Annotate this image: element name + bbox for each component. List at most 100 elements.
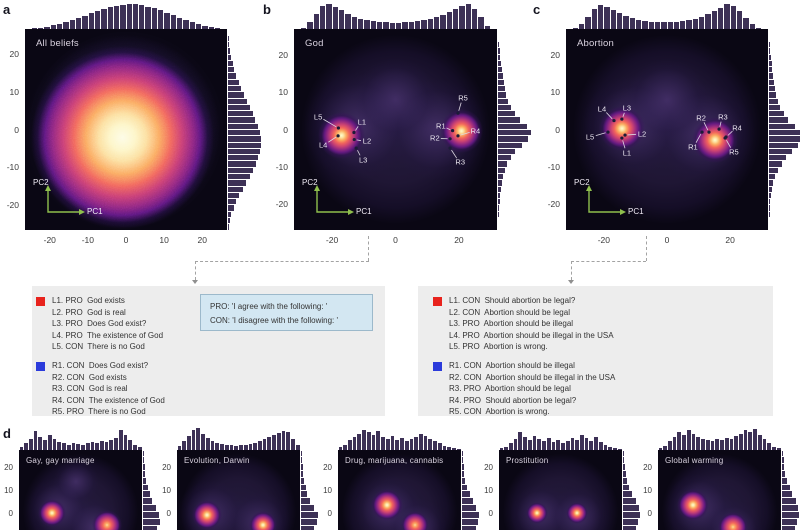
histogram-bar [400, 437, 404, 450]
histogram-bar [570, 437, 575, 450]
right-histogram [143, 450, 160, 530]
y-tick-label: 0 [8, 508, 13, 518]
histogram-bar [648, 21, 654, 29]
histogram-bar [239, 445, 243, 450]
histogram-bar [769, 86, 775, 92]
histogram-bar [459, 5, 465, 29]
histogram-bar [182, 441, 186, 450]
histogram-bar [762, 439, 767, 450]
histogram-bar [385, 439, 390, 450]
histogram-bar [498, 148, 516, 155]
histogram-bar [201, 433, 205, 450]
histogram-bar [332, 6, 338, 29]
histogram-bar [484, 26, 491, 29]
histogram-bar [143, 457, 145, 464]
histogram-bar [462, 498, 474, 505]
histogram-bar [118, 430, 123, 450]
legend-item-L5: L5. CON There is no God [52, 342, 145, 352]
histogram-bar [228, 192, 240, 199]
histogram-bar [281, 431, 286, 450]
histogram-bar [518, 432, 523, 450]
top-histogram [338, 428, 461, 450]
histogram-bar [228, 98, 247, 104]
x-tick-label: -10 [81, 235, 95, 245]
histogram-bar [730, 5, 736, 29]
histogram-bar [195, 24, 202, 29]
histogram-bar [143, 470, 146, 477]
histogram-bar [262, 439, 267, 450]
histogram-bar [782, 525, 796, 530]
histogram-bar [228, 48, 231, 54]
histogram-bar [177, 445, 182, 450]
histogram-bar [462, 491, 470, 498]
y-tick-label: 20 [484, 462, 493, 472]
histogram-bar [661, 22, 667, 29]
histogram-bar [623, 498, 636, 505]
histogram-bar [642, 21, 648, 29]
histogram-bar [143, 505, 156, 511]
y-tick-label: 20 [4, 462, 13, 472]
histogram-bar [591, 8, 598, 29]
histogram-bar [381, 436, 385, 450]
histogram-bar [658, 447, 663, 450]
y-tick-label: -20 [275, 198, 288, 209]
histogram-bar [191, 430, 196, 450]
histogram-bar [338, 447, 343, 450]
histogram-bar [498, 60, 501, 67]
density-plot-d2: Evolution, Darwin [177, 450, 300, 530]
histogram-bar [123, 434, 128, 450]
histogram-bar [696, 436, 701, 450]
histogram-bar [462, 484, 468, 491]
histogram-bar [462, 470, 465, 477]
histogram-bar [782, 457, 784, 464]
histogram-bar [409, 439, 414, 450]
histogram-bar [295, 444, 300, 450]
histogram-bar [143, 511, 160, 518]
histogram-bar [228, 79, 239, 86]
histogram-bar [462, 450, 463, 457]
histogram-bar [143, 525, 158, 530]
histogram-bar [319, 6, 326, 29]
histogram-bar [228, 67, 235, 73]
top-histogram [25, 4, 227, 29]
histogram-bar [143, 498, 153, 505]
histogram-bar [769, 111, 784, 117]
histogram-bar [126, 4, 132, 29]
histogram-bar [724, 4, 730, 29]
histogram-bar [143, 518, 160, 525]
histogram-bar [440, 14, 446, 29]
legend-item-R3: R3. CON God is real [52, 384, 128, 394]
point-label-L3: L3 [622, 103, 632, 113]
histogram-bar [604, 6, 610, 29]
histogram-bar [396, 22, 402, 29]
histogram-bar [465, 4, 472, 29]
histogram-bar [88, 13, 94, 29]
histogram-bar [50, 25, 57, 29]
histogram-bar [623, 477, 628, 484]
right-histogram [301, 450, 318, 530]
histogram-bar [498, 161, 508, 167]
histogram-bar [623, 505, 640, 511]
note-line-con: CON: 'I disagree with the following: ' [210, 315, 338, 325]
histogram-bar [613, 447, 617, 450]
histogram-bar [228, 86, 242, 92]
histogram-bar [63, 22, 69, 29]
histogram-bar [594, 436, 598, 450]
histogram-bar [326, 4, 332, 29]
histogram-bar [220, 443, 224, 450]
histogram-bar [654, 22, 661, 29]
y-tick-label: 20 [643, 462, 652, 472]
histogram-bar [462, 518, 479, 525]
histogram-bar [498, 205, 499, 211]
histogram-bar [769, 123, 795, 129]
histogram-bar [24, 443, 28, 450]
top-histogram [19, 428, 142, 450]
histogram-bar [782, 477, 788, 484]
histogram-bar [498, 98, 508, 104]
histogram-bar [313, 13, 319, 29]
legend-item-L2: L2. CON Abortion should be legal [449, 307, 570, 317]
histogram-bar [589, 441, 594, 450]
y-tick-label: 10 [162, 485, 171, 495]
histogram-bar [104, 442, 109, 450]
histogram-bar [453, 9, 459, 29]
